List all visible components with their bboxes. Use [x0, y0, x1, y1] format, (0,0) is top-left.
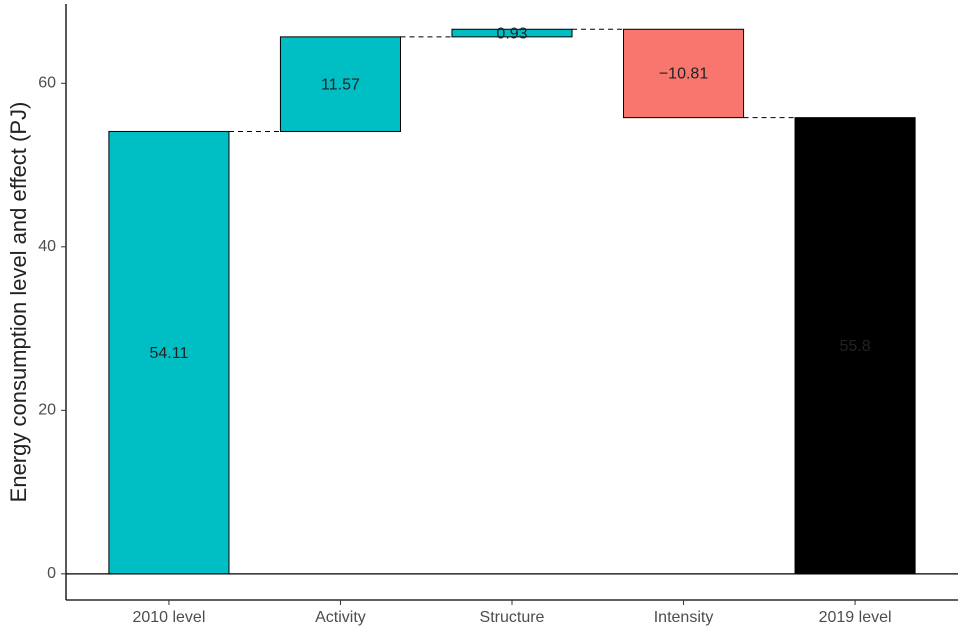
data-label: 0.93: [496, 25, 527, 42]
x-tick-label: 2010 level: [132, 609, 205, 626]
y-tick-label: 20: [38, 402, 56, 419]
x-tick-label: Activity: [315, 609, 366, 626]
data-label: 55.8: [840, 338, 871, 355]
data-label: 11.57: [321, 76, 360, 93]
y-tick-label: 60: [38, 75, 56, 92]
bar: [279, 36, 401, 132]
data-label: 54.11: [149, 345, 188, 362]
bar: [623, 28, 745, 119]
y-axis-title: Energy consumption level and effect (PJ): [6, 102, 31, 503]
bar: [451, 28, 573, 38]
x-tick-label: Structure: [480, 609, 545, 626]
y-tick-label: 0: [47, 565, 56, 582]
data-label: −10.81: [659, 66, 708, 83]
bar: [794, 117, 916, 575]
bar: [108, 130, 230, 575]
x-tick-label: Intensity: [654, 609, 714, 626]
x-tick-label: 2019 level: [819, 609, 892, 626]
y-tick-label: 40: [38, 238, 56, 255]
